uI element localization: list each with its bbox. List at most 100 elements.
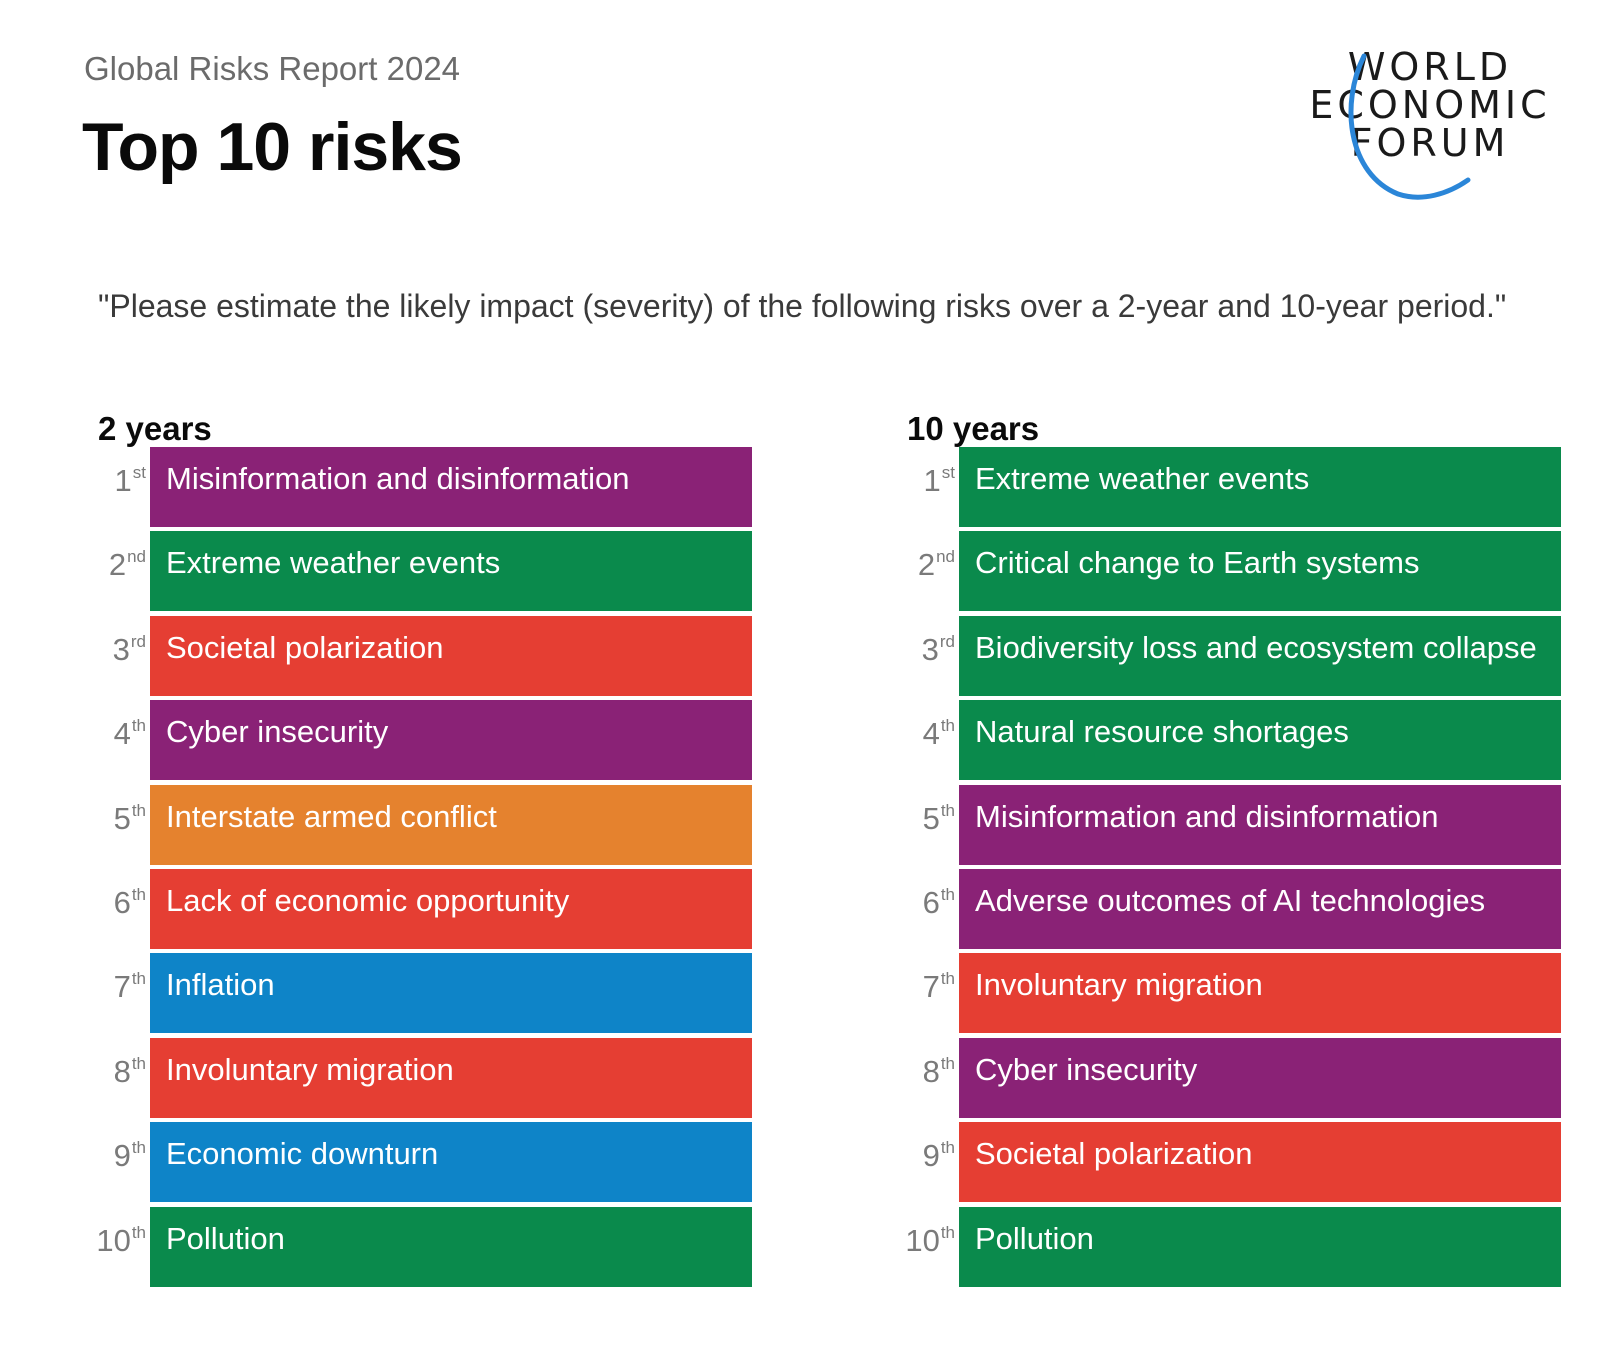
risk-bar: Inflation	[150, 953, 752, 1034]
rank-number: 6th	[80, 885, 146, 921]
risk-label: Societal polarization	[166, 629, 444, 665]
survey-question: "Please estimate the likely impact (seve…	[98, 288, 1507, 324]
rank-suffix: th	[131, 1222, 146, 1242]
rank-suffix: th	[131, 885, 146, 904]
risk-label: Cyber insecurity	[166, 714, 389, 750]
risk-bar: Natural resource shortages	[959, 700, 1561, 781]
logo-line-world: WORLD	[1348, 45, 1512, 89]
risk-row: 10th Pollution	[80, 1206, 840, 1287]
rank-number: 9th	[80, 1138, 146, 1174]
risk-bar: Interstate armed conflict	[150, 784, 752, 865]
rank-number: 10th	[889, 1223, 955, 1259]
column-heading: 10 years	[907, 410, 1040, 447]
rank-suffix: th	[940, 1053, 955, 1073]
risk-row: 10th Pollution	[889, 1206, 1624, 1287]
risk-label: Lack of economic opportunity	[166, 883, 570, 918]
rank-number: 4th	[80, 716, 146, 752]
rank-number: 4th	[889, 716, 955, 752]
risk-row: 2nd Critical change to Earth systems	[889, 531, 1624, 612]
rank-suffix: th	[940, 885, 955, 904]
rank-number: 5th	[889, 801, 955, 837]
rank-number: 8th	[889, 1054, 955, 1090]
risk-row: 3rd Biodiversity loss and ecosystem colla…	[889, 615, 1624, 696]
risk-row: 4th Cyber insecurity	[80, 700, 840, 781]
risk-bar: Misinformation and disinformation	[959, 784, 1561, 865]
rank-value: 8	[922, 1053, 940, 1089]
risk-bar: Adverse outcomes of AI technologies	[959, 869, 1561, 949]
rank-value: 4	[922, 716, 940, 752]
rank-value: 10	[905, 1222, 940, 1258]
risk-label: Interstate armed conflict	[166, 798, 497, 834]
risk-bar: Economic downturn	[150, 1122, 752, 1203]
risk-label: Natural resource shortages	[975, 714, 1349, 750]
risk-label: Economic downturn	[166, 1136, 439, 1172]
risk-bar: Involuntary migration	[959, 953, 1561, 1034]
rank-suffix: rd	[130, 631, 146, 651]
risk-label: Extreme weather events	[975, 461, 1310, 496]
risk-bar: Extreme weather events	[150, 531, 752, 612]
rank-number: 5th	[80, 801, 146, 837]
rank-suffix: th	[131, 1053, 146, 1073]
rank-value: 7	[113, 969, 131, 1005]
risk-label: Pollution	[166, 1220, 285, 1256]
rank-value: 7	[922, 969, 940, 1005]
risk-bar: Cyber insecurity	[150, 700, 752, 781]
rank-value: 6	[922, 885, 940, 920]
risk-label: Involuntary migration	[166, 1051, 454, 1087]
risk-bar: Pollution	[959, 1206, 1561, 1287]
risk-bar: Biodiversity loss and ecosystem collapse	[959, 615, 1561, 696]
rank-value: 8	[113, 1053, 131, 1089]
rank-number: 9th	[889, 1138, 955, 1174]
column-heading: 2 years	[98, 410, 212, 447]
risk-bar: Critical change to Earth systems	[959, 531, 1561, 612]
risk-row: 2nd Extreme weather events	[80, 531, 840, 612]
rank-suffix: nd	[936, 547, 955, 567]
risk-row: 7th Inflation	[80, 953, 840, 1034]
risk-row: 9th Societal polarization	[889, 1122, 1624, 1203]
risk-row: 5th Misinformation and disinformation	[889, 784, 1624, 865]
rank-value: 1	[923, 463, 941, 498]
rank-number: 7th	[80, 969, 146, 1005]
rank-value: 5	[113, 800, 131, 836]
rank-number: 3rd	[80, 632, 146, 668]
rank-number: 7th	[889, 969, 955, 1005]
risk-row: 1st Extreme weather events	[889, 447, 1624, 527]
rank-value: 9	[113, 1138, 131, 1174]
rank-suffix: th	[940, 716, 955, 736]
rank-number: 1st	[80, 463, 146, 499]
rank-number: 2nd	[80, 547, 146, 583]
rank-number: 1st	[889, 463, 955, 499]
rank-suffix: nd	[127, 547, 146, 567]
report-name: Global Risks Report 2024	[84, 50, 461, 87]
rank-value: 6	[113, 885, 131, 920]
risk-label: Biodiversity loss and ecosystem collapse	[975, 629, 1537, 665]
risk-bar: Involuntary migration	[150, 1037, 752, 1118]
rank-suffix: th	[940, 1222, 955, 1242]
rank-value: 1	[114, 463, 132, 498]
rank-suffix: st	[132, 463, 146, 482]
risk-row: 8th Involuntary migration	[80, 1037, 840, 1118]
risk-label: Misinformation and disinformation	[975, 798, 1439, 834]
rank-suffix: th	[940, 1138, 955, 1158]
risk-label: Adverse outcomes of AI technologies	[975, 883, 1486, 918]
risk-row: 6th Lack of economic opportunity	[80, 869, 840, 949]
rank-suffix: th	[131, 969, 146, 989]
rank-suffix: th	[131, 716, 146, 736]
rank-suffix: rd	[939, 631, 955, 651]
rank-value: 9	[922, 1138, 940, 1174]
rank-value: 10	[96, 1222, 131, 1258]
rank-value: 5	[922, 800, 940, 836]
logo-arc-icon	[1348, 53, 1471, 200]
risk-bar: Pollution	[150, 1206, 752, 1287]
rank-suffix: th	[131, 800, 146, 820]
risk-label: Inflation	[166, 967, 275, 1003]
risk-row: 6th Adverse outcomes of AI technologies	[889, 869, 1624, 949]
risk-label: Critical change to Earth systems	[975, 545, 1420, 581]
rank-suffix: th	[131, 1138, 146, 1158]
risk-row: 5th Interstate armed conflict	[80, 784, 840, 865]
rank-suffix: th	[940, 969, 955, 989]
rank-value: 3	[921, 631, 939, 667]
rank-suffix: st	[941, 463, 955, 482]
rank-suffix: th	[940, 800, 955, 820]
rank-value: 4	[113, 716, 131, 752]
